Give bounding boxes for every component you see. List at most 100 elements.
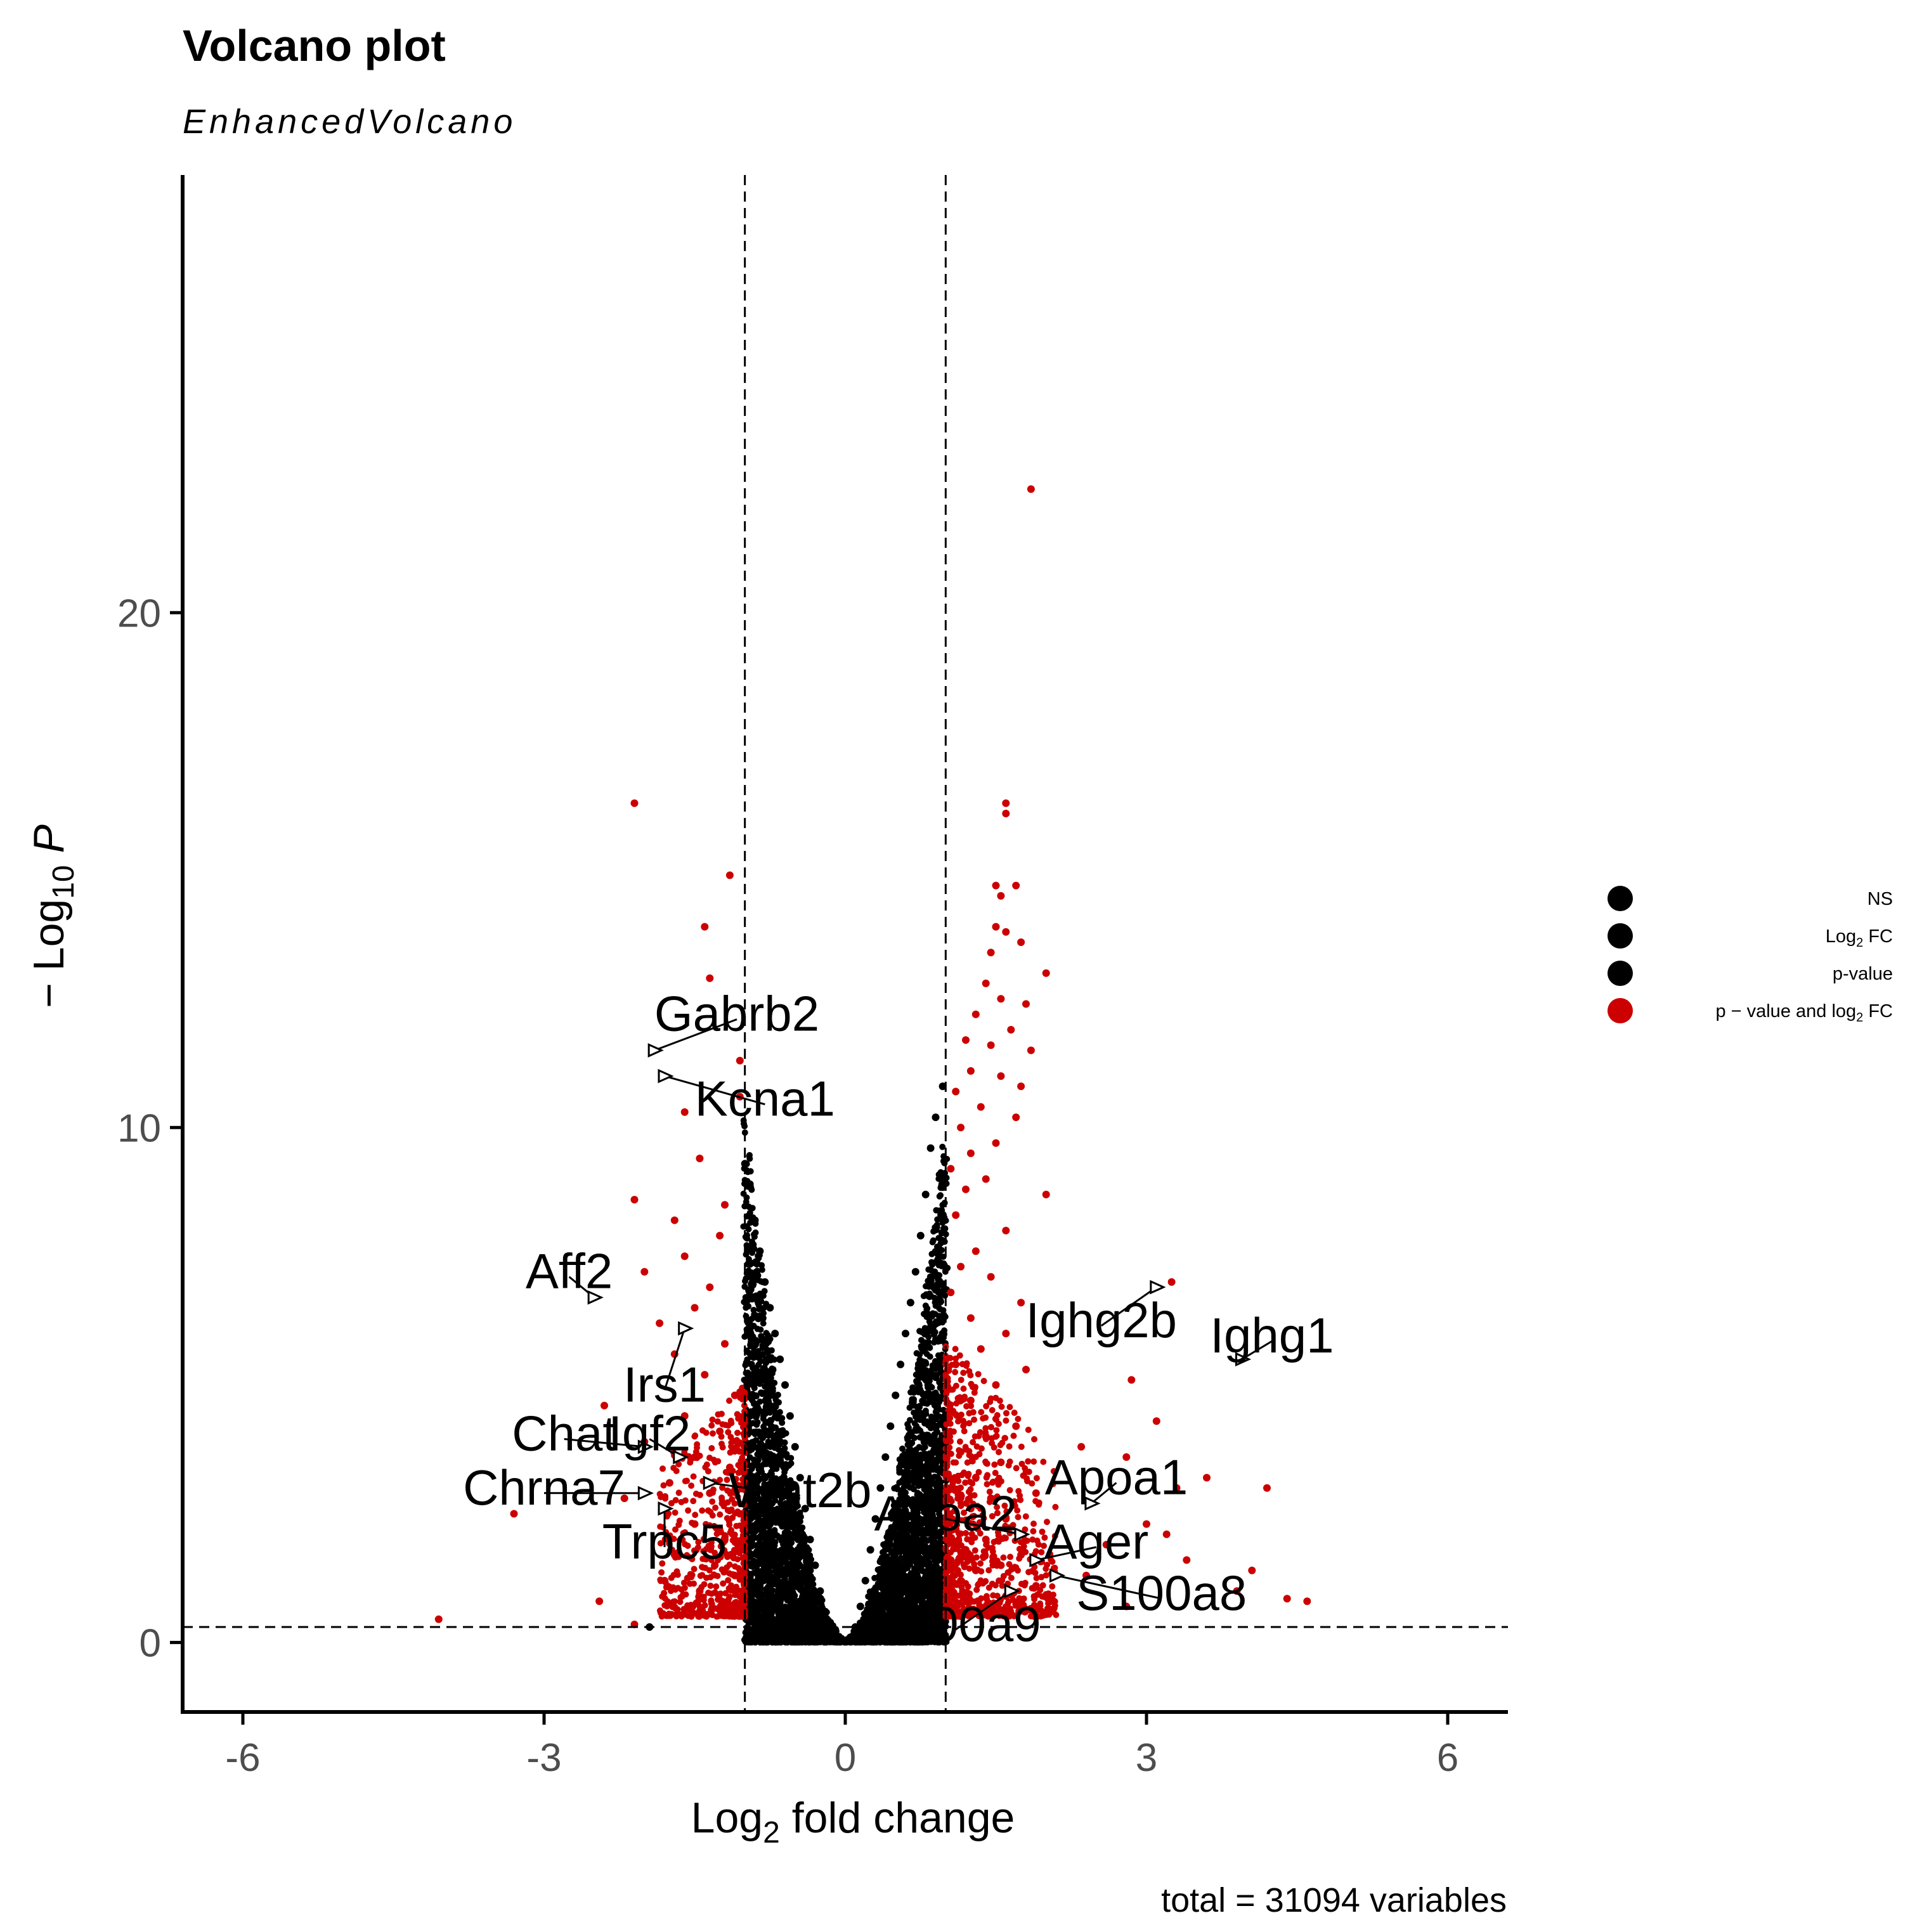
sig-point [997, 995, 1004, 1002]
ns-point [907, 1299, 914, 1306]
sig-point [671, 1217, 679, 1224]
sig-point [696, 1155, 703, 1162]
ns-point [857, 1603, 864, 1611]
sig-point [1017, 1082, 1025, 1090]
sig-point [656, 1319, 663, 1327]
ns-point [852, 1623, 859, 1631]
ns-point [791, 1443, 799, 1451]
sig-point [1002, 928, 1010, 936]
sig-point [972, 1011, 980, 1018]
sig-point [952, 1361, 959, 1368]
sig-point [982, 980, 990, 987]
ns-point [807, 1536, 814, 1543]
sig-point [992, 1381, 1000, 1389]
sig-point [997, 892, 1004, 900]
gene-label: Ighg1 [1210, 1307, 1334, 1363]
sig-point [952, 1211, 959, 1219]
sig-point [972, 1247, 980, 1255]
ns-point [771, 1330, 779, 1337]
sig-point [1002, 810, 1010, 817]
sig-point [947, 1407, 954, 1415]
sig-point [435, 1616, 443, 1623]
sig-point [716, 1232, 724, 1240]
x-axis-label-sub: 2 [763, 1816, 780, 1850]
gene-label: Apoa2 [874, 1485, 1018, 1541]
sig-point [972, 1567, 980, 1574]
ns-point [867, 1546, 874, 1553]
sig-point [661, 1577, 668, 1585]
gene-label: Chrna7 [463, 1460, 625, 1515]
chart-subtitle: EnhancedVolcano [183, 103, 516, 141]
ns-point [917, 1232, 925, 1240]
sig-point [736, 1057, 744, 1065]
sig-point [706, 1489, 713, 1497]
sig-point [1203, 1474, 1211, 1482]
y-tick-label: 0 [140, 1621, 161, 1665]
sig-point [1032, 1582, 1040, 1590]
sig-point [681, 1108, 689, 1116]
gene-label: Trpc5 [602, 1514, 727, 1569]
ns-point [912, 1268, 919, 1276]
ns-point [756, 1247, 763, 1255]
ns-point [821, 1608, 829, 1616]
sig-point [972, 1474, 980, 1482]
sig-point [967, 1150, 975, 1157]
sig-point [731, 1572, 739, 1579]
sig-point [977, 1103, 985, 1111]
ns-point [927, 1144, 935, 1152]
ns-point [786, 1412, 794, 1420]
ns-point [816, 1587, 824, 1595]
sig-point [721, 1340, 729, 1347]
sig-point [631, 1196, 639, 1203]
sig-point [947, 1288, 954, 1296]
sig-point [1163, 1531, 1171, 1538]
sig-point [992, 882, 1000, 890]
x-axis-label-main: Log [691, 1794, 763, 1842]
sig-point [997, 1072, 1004, 1080]
sig-point [721, 1201, 729, 1209]
ns-point [751, 1217, 759, 1224]
legend-swatch [1608, 923, 1633, 949]
sig-point [1183, 1556, 1190, 1564]
gene-label: Ager [1044, 1514, 1148, 1569]
sig-point [706, 975, 713, 982]
sig-point [1012, 882, 1020, 890]
sig-point [952, 1088, 959, 1096]
sig-point [1168, 1278, 1176, 1286]
ns-point [897, 1361, 904, 1368]
gene-label: Aff2 [526, 1243, 613, 1299]
sig-point [957, 1577, 964, 1585]
gene-label: Irs1 [623, 1356, 706, 1412]
sig-point [1012, 1113, 1020, 1121]
sig-point [1303, 1597, 1311, 1605]
ns-point [887, 1422, 894, 1430]
y-axis-label-sub: 10 [47, 865, 81, 898]
sig-point [977, 1345, 985, 1353]
sig-point [947, 1587, 954, 1595]
ns-point [776, 1356, 784, 1363]
sig-point [957, 1448, 964, 1456]
sig-point [1012, 1422, 1020, 1430]
sig-point [681, 1252, 689, 1260]
sig-point [987, 1273, 995, 1281]
sig-point [696, 1587, 703, 1595]
sig-point [992, 923, 1000, 931]
sig-point [681, 1608, 689, 1616]
sig-point [1002, 1330, 1010, 1337]
sig-point [726, 871, 734, 879]
legend-label: p − value and log2 FC [1715, 1001, 1893, 1025]
sig-point [716, 1427, 724, 1435]
gene-label: Gabrb2 [654, 986, 819, 1042]
sig-point [1022, 1000, 1030, 1008]
gene-label: S100a9 [871, 1596, 1041, 1652]
gene-label: S100a8 [1076, 1565, 1247, 1621]
sig-point [1017, 938, 1025, 946]
sig-point [982, 1176, 990, 1183]
x-tick-label: -6 [225, 1736, 260, 1780]
y-tick-label: 10 [117, 1106, 161, 1150]
sig-point [947, 1165, 954, 1172]
legend-swatch [1608, 886, 1633, 911]
sig-point [962, 1186, 970, 1193]
